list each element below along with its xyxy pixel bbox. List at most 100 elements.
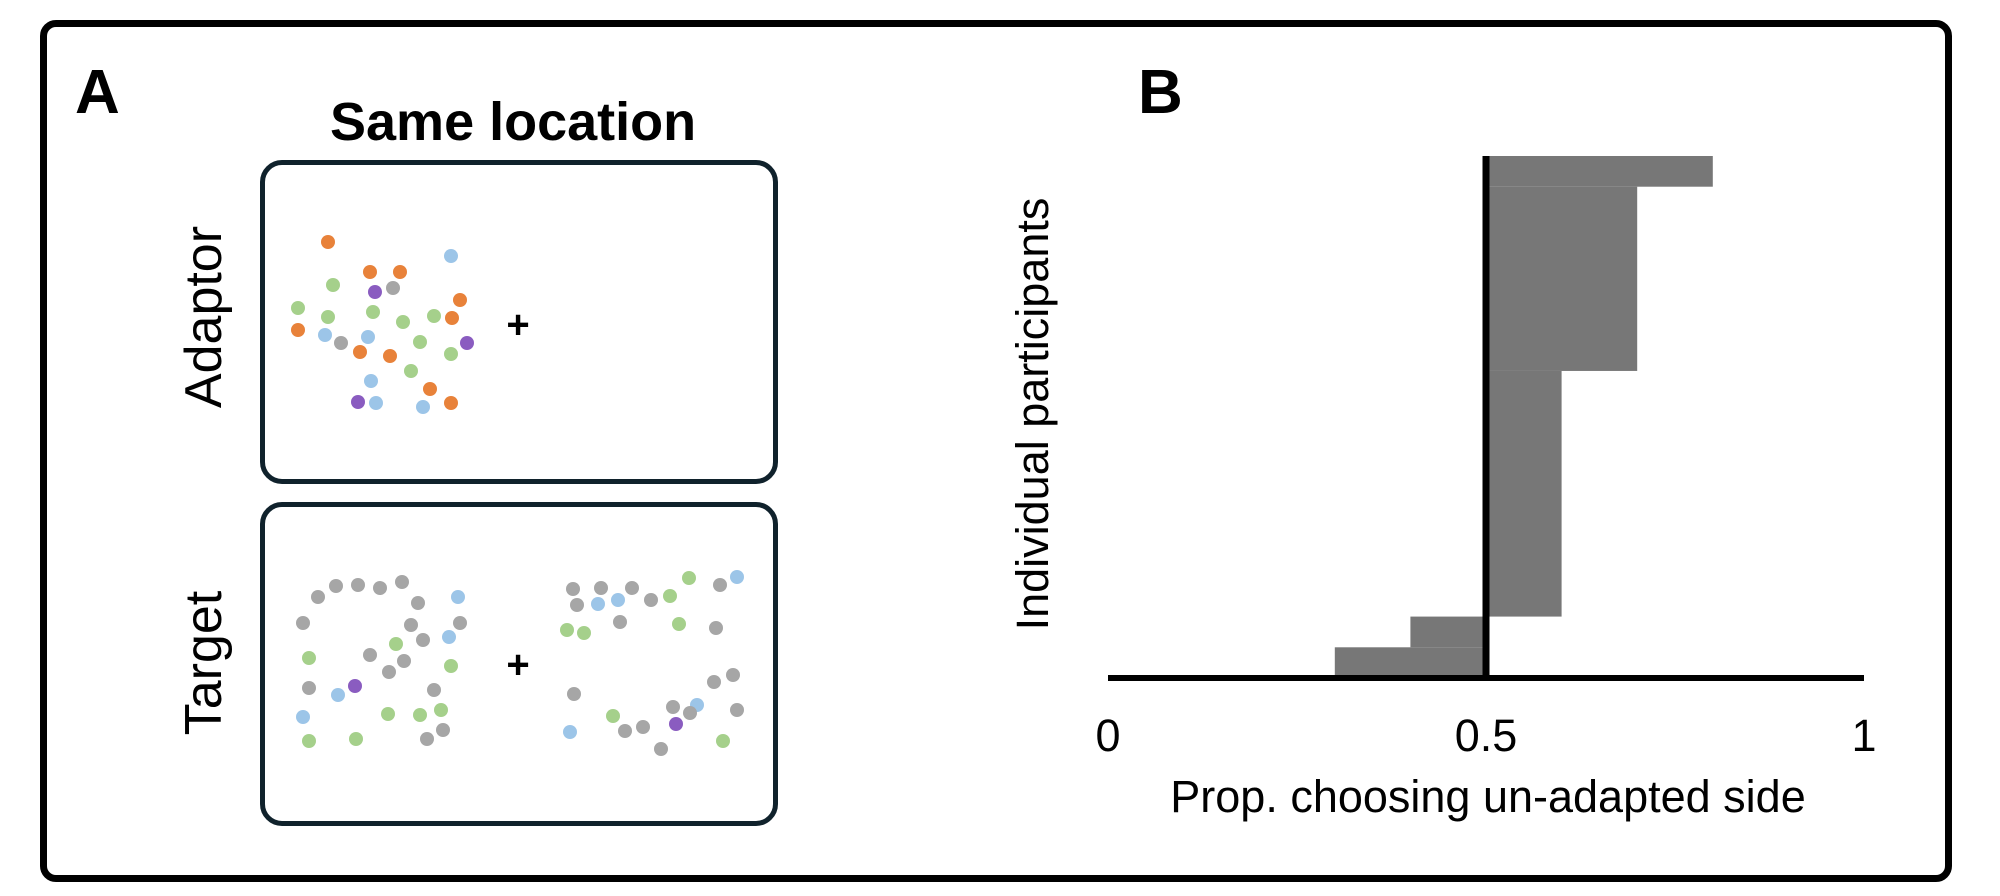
dot-green <box>326 278 340 292</box>
dot-gray <box>411 596 425 610</box>
panel-a-title: Same location <box>330 92 697 152</box>
dot-gray <box>570 598 584 612</box>
dot-gray <box>613 615 627 629</box>
target-stimulus-box <box>260 502 778 826</box>
dot-green <box>396 315 410 329</box>
dot-gray <box>618 724 632 738</box>
panel-a-label: A <box>75 58 120 127</box>
dot-blue <box>591 597 605 611</box>
participant-bar <box>1486 156 1713 187</box>
dot-green <box>682 571 696 585</box>
dot-orange <box>363 265 377 279</box>
dot-green <box>413 708 427 722</box>
dot-gray <box>707 675 721 689</box>
target-fixation-cross: + <box>506 643 529 687</box>
dot-green <box>672 617 686 631</box>
dot-gray <box>713 578 727 592</box>
dot-blue <box>730 570 744 584</box>
dot-green <box>560 623 574 637</box>
dot-blue <box>444 249 458 263</box>
dot-gray <box>386 281 400 295</box>
x-tick-label: 0.5 <box>1455 710 1518 761</box>
dot-gray <box>453 616 467 630</box>
dot-orange <box>423 382 437 396</box>
dot-gray <box>683 706 697 720</box>
dot-blue <box>364 374 378 388</box>
dot-blue <box>442 630 456 644</box>
dot-gray <box>644 593 658 607</box>
dot-blue <box>611 593 625 607</box>
target-left-dot-ring <box>296 575 467 748</box>
dot-green <box>577 626 591 640</box>
dot-orange <box>444 396 458 410</box>
dot-gray <box>436 723 450 737</box>
x-tick-labels: 0 0.5 1 <box>1095 710 1876 761</box>
x-tick-label: 0 <box>1095 710 1120 761</box>
x-tick-label: 1 <box>1851 710 1876 761</box>
dot-blue <box>416 400 430 414</box>
dot-purple <box>368 285 382 299</box>
dot-green <box>381 707 395 721</box>
dot-blue <box>361 330 375 344</box>
dot-gray <box>594 581 608 595</box>
dot-green <box>444 659 458 673</box>
dot-orange <box>383 349 397 363</box>
dot-orange <box>321 235 335 249</box>
dot-green <box>606 709 620 723</box>
dot-gray <box>666 700 680 714</box>
dot-gray <box>567 687 581 701</box>
dot-green <box>389 637 403 651</box>
dot-orange <box>393 265 407 279</box>
bars-layer <box>1334 156 1713 678</box>
x-axis-label: Prop. choosing un-adapted side <box>1170 771 1805 822</box>
dot-gray <box>726 668 740 682</box>
dot-green <box>663 589 677 603</box>
dot-green <box>349 732 363 746</box>
dot-gray <box>296 616 310 630</box>
dot-purple <box>348 679 362 693</box>
dot-orange <box>453 293 467 307</box>
dot-gray <box>654 742 668 756</box>
participant-bar <box>1486 186 1638 371</box>
dot-purple <box>669 717 683 731</box>
dot-green <box>291 301 305 315</box>
dot-green <box>302 734 316 748</box>
participant-bar <box>1334 647 1486 678</box>
dot-gray <box>351 578 365 592</box>
dot-gray <box>625 581 639 595</box>
dot-gray <box>566 582 580 596</box>
dot-gray <box>311 590 325 604</box>
dot-gray <box>363 648 377 662</box>
dot-blue <box>331 688 345 702</box>
dot-orange <box>353 345 367 359</box>
dot-green <box>427 309 441 323</box>
dot-orange <box>445 311 459 325</box>
dot-gray <box>404 618 418 632</box>
dot-gray <box>373 581 387 595</box>
target-right-dot-ring <box>560 570 744 756</box>
dot-green <box>434 703 448 717</box>
dot-green <box>716 734 730 748</box>
dot-gray <box>397 654 411 668</box>
dot-green <box>413 335 427 349</box>
dot-blue <box>369 396 383 410</box>
dot-orange <box>291 323 305 337</box>
dot-green <box>444 347 458 361</box>
adaptor-fixation-cross: + <box>506 303 529 347</box>
dot-blue <box>563 725 577 739</box>
dot-purple <box>460 336 474 350</box>
dot-blue <box>296 710 310 724</box>
y-axis-label: Individual participants <box>1007 198 1058 631</box>
dot-gray <box>730 703 744 717</box>
dot-gray <box>395 575 409 589</box>
dot-blue <box>318 328 332 342</box>
dot-purple <box>351 395 365 409</box>
dot-green <box>302 651 316 665</box>
dot-green <box>366 305 380 319</box>
dot-green <box>321 310 335 324</box>
dot-green <box>404 364 418 378</box>
dot-gray <box>416 633 430 647</box>
dot-gray <box>709 621 723 635</box>
dot-gray <box>382 665 396 679</box>
